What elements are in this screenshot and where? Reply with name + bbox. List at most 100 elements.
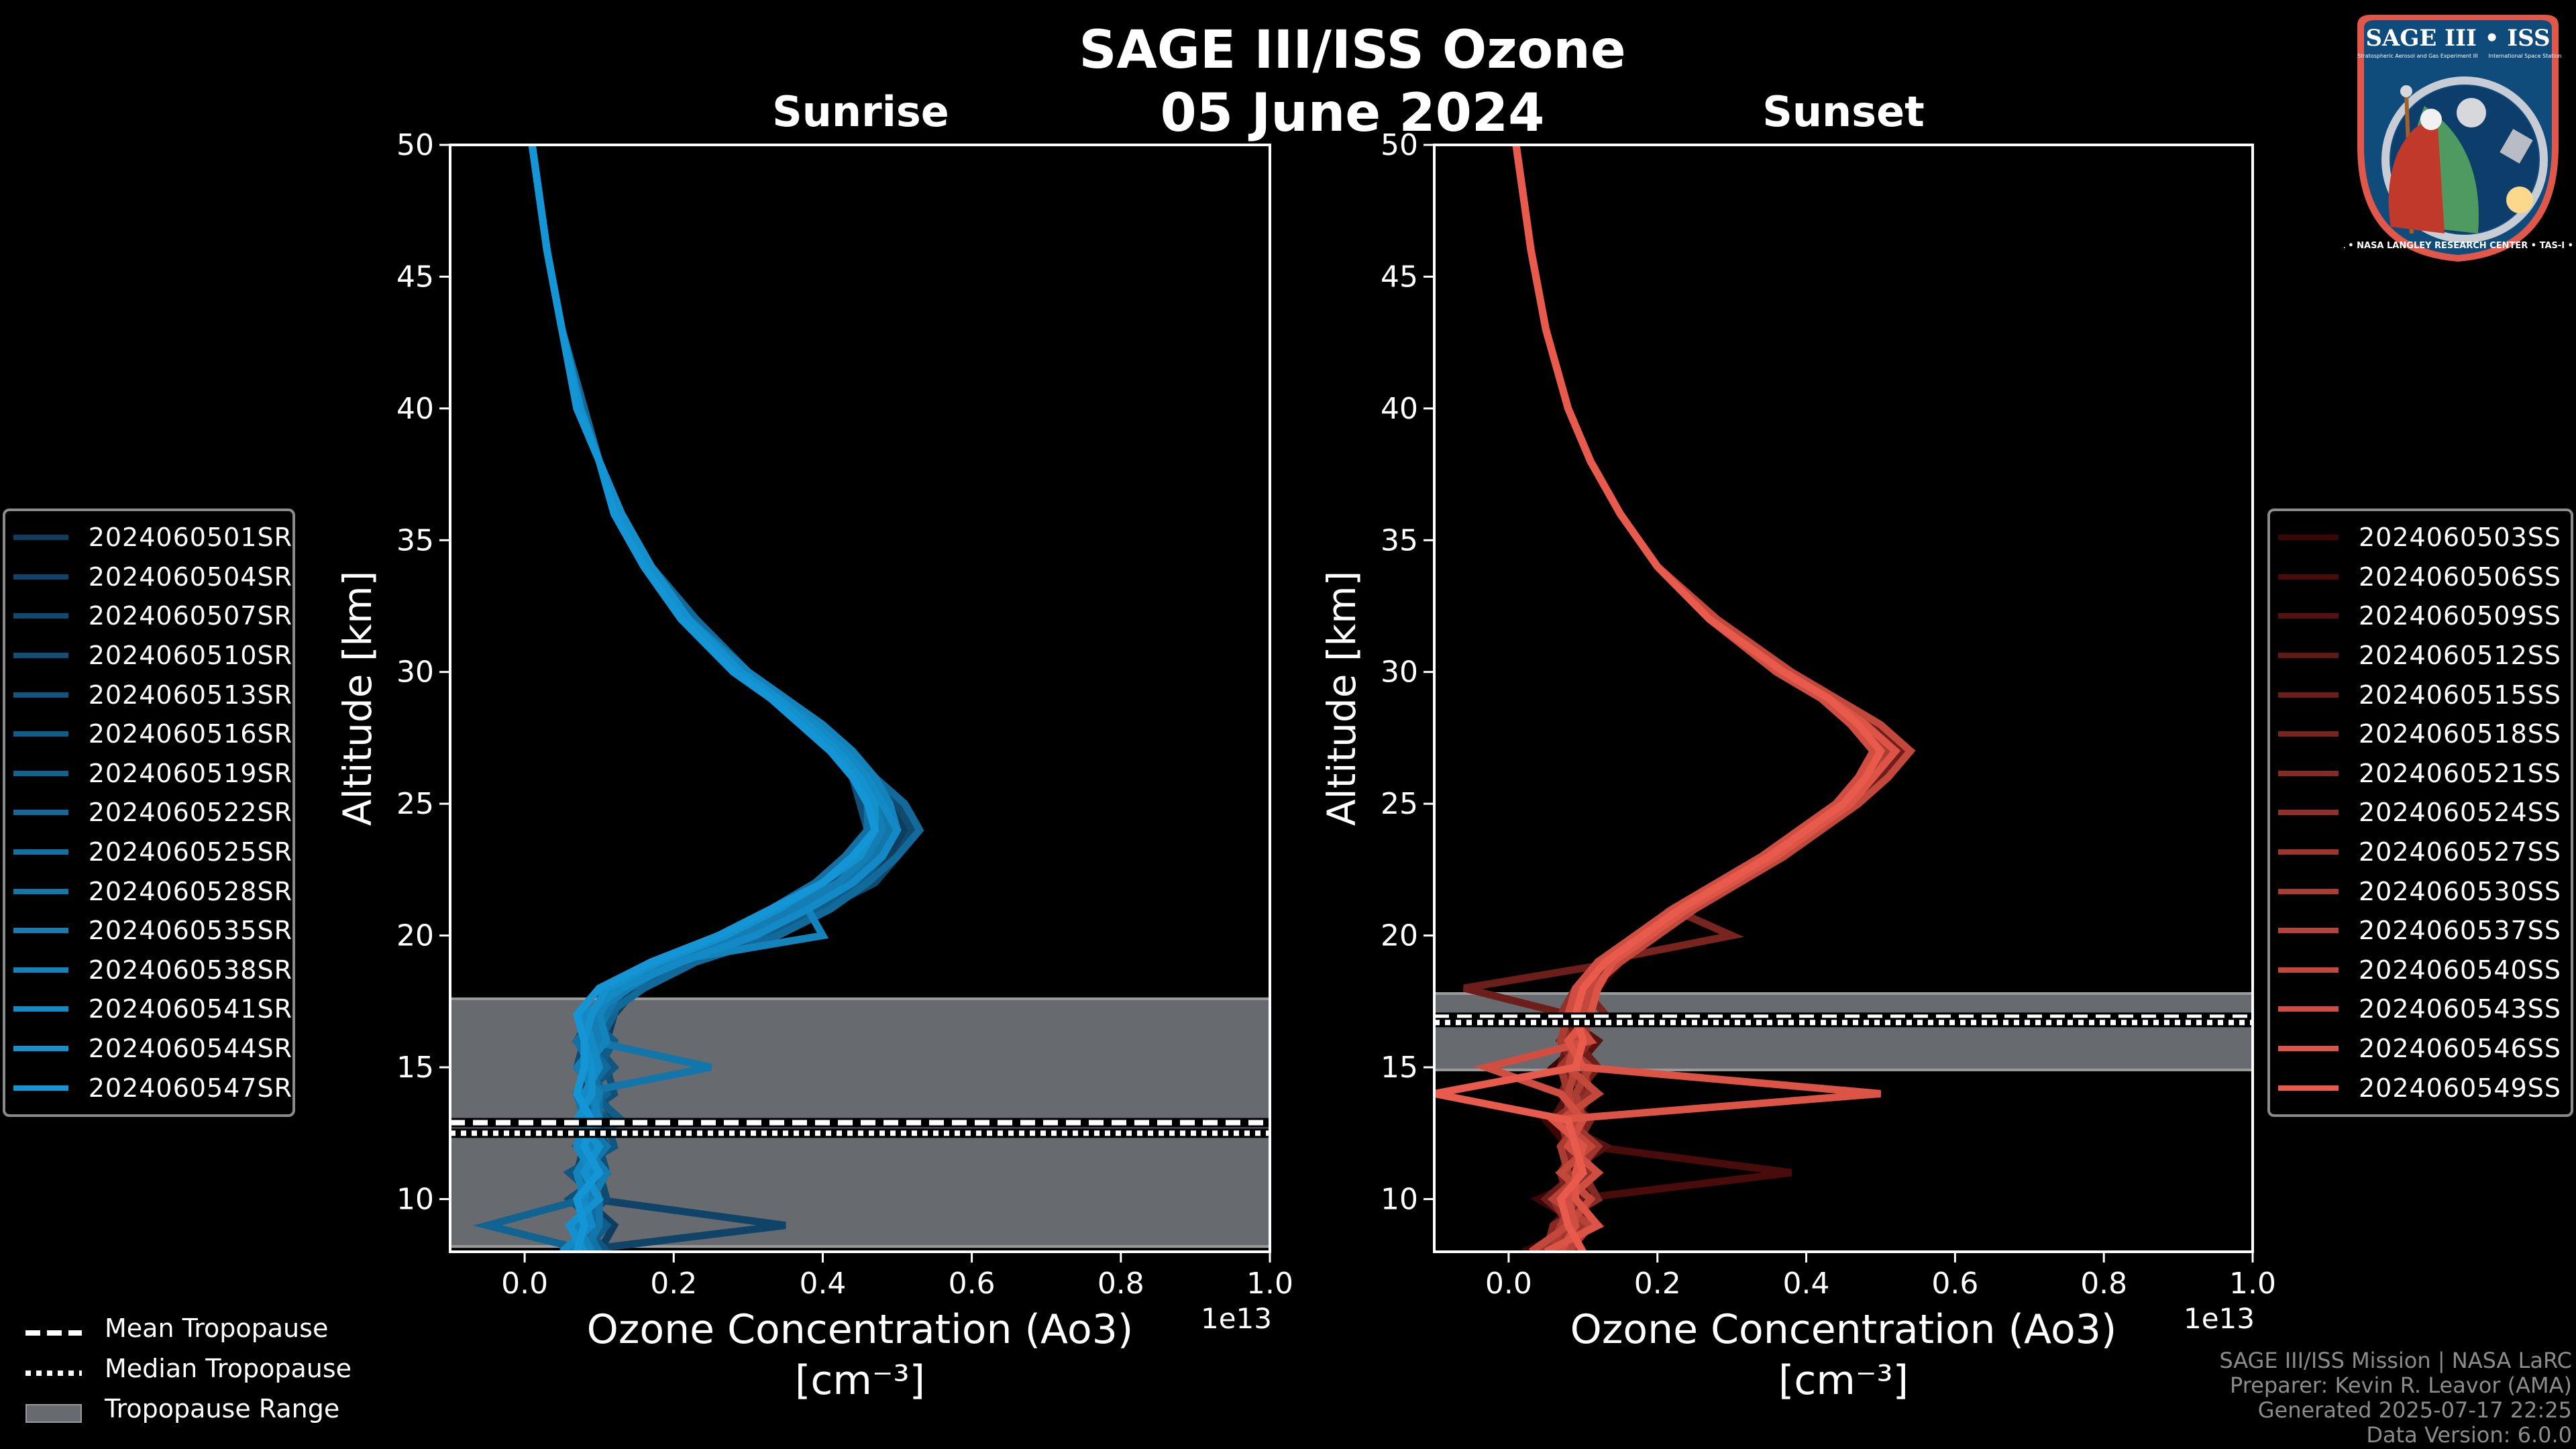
legend-line-swatch	[13, 849, 68, 855]
legend-line-swatch	[13, 535, 68, 541]
legend-label: 2024060506SS	[2359, 561, 2562, 592]
sunset-panel-title: Sunset	[1762, 87, 1925, 136]
sunset-panel: 0.0 0.2 0.4 0.6 0.8 1.0 10 15 20 25 30 35 40 45 50 Ozon…	[1319, 128, 2276, 1404]
y-axis-label: Altitude [km]	[335, 571, 380, 826]
figure-title: SAGE III/ISS Ozone 05 June 2024	[0, 19, 2576, 145]
x-axis-label: Ozone Concentration (Ao3)	[587, 1306, 1134, 1353]
sunrise-legend: 2024060501SR 2024060504SR 2024060507SR 2024…	[3, 508, 295, 1117]
legend-mean-tropopause: Mean Tropopause	[25, 1308, 352, 1348]
y-tick-label: 45	[396, 260, 434, 294]
footer-generated: Generated 2025-07-17 22:25	[2257, 1397, 2572, 1423]
legend-line-swatch	[13, 888, 68, 894]
plot-area	[1434, 145, 2253, 1252]
legend-item: 2024060535SR	[5, 911, 292, 951]
legend-line-swatch	[13, 1085, 68, 1091]
plot-area	[450, 145, 1270, 1252]
x-offset-label: 1e13	[2184, 1302, 2255, 1335]
legend-item: 2024060538SR	[5, 951, 292, 990]
x-tick-label: 0.4	[799, 1267, 846, 1301]
footer-version: Data Version: 6.0.0	[2366, 1422, 2572, 1448]
legend-label: 2024060544SR	[88, 1034, 292, 1064]
legend-line-swatch	[2278, 613, 2339, 619]
legend-line-swatch	[13, 770, 68, 776]
legend-item: 2024060519SR	[5, 754, 292, 794]
legend-item: 2024060549SS	[2270, 1068, 2571, 1108]
axes-frame	[449, 144, 1271, 1253]
legend-label: Tropopause Range	[105, 1394, 340, 1424]
legend-item: 2024060541SR	[5, 989, 292, 1029]
legend-line-swatch	[2278, 1085, 2339, 1091]
y-tick-label: 35	[1381, 523, 1418, 557]
tropopause-range-band	[1434, 992, 2253, 1071]
x-tick-label: 0.4	[1783, 1267, 1830, 1301]
legend-label: 2024060522SR	[88, 798, 292, 828]
legend-item: 2024060528SR	[5, 871, 292, 911]
legend-label: 2024060503SS	[2359, 523, 2562, 553]
legend-item: 2024060547SR	[5, 1068, 292, 1108]
axes-frame	[1433, 144, 2254, 1253]
legend-item: 2024060504SR	[5, 557, 292, 597]
x-offset-label: 1e13	[1201, 1302, 1272, 1335]
legend-label: Median Tropopause	[105, 1354, 352, 1383]
legend-item: 2024060515SS	[2270, 675, 2571, 714]
legend-line-swatch	[2278, 574, 2339, 580]
legend-label: 2024060501SR	[88, 523, 292, 553]
legend-tropopause-range: Tropopause Range	[25, 1389, 352, 1429]
y-tick-label: 15	[396, 1051, 434, 1085]
x-tick-label: 0.0	[1485, 1267, 1532, 1301]
legend-line-swatch	[13, 1046, 68, 1052]
legend-line-swatch	[13, 692, 68, 698]
dotted-line-icon	[25, 1359, 82, 1378]
credits-footer: SAGE III/ISS Mission | NASA LaRC Prepare…	[2219, 1348, 2572, 1448]
y-tick-label: 35	[396, 523, 434, 557]
x-axis-label: Ozone Concentration (Ao3)	[1570, 1306, 2117, 1353]
legend-label: 2024060541SR	[88, 994, 292, 1024]
legend-label: 2024060528SR	[88, 876, 292, 906]
legend-label: 2024060546SS	[2359, 1034, 2562, 1064]
legend-item: 2024060503SS	[2270, 518, 2571, 557]
legend-line-swatch	[2278, 849, 2339, 855]
legend-label: 2024060547SR	[88, 1073, 292, 1103]
legend-line-swatch	[2278, 967, 2339, 973]
legend-item: 2024060516SR	[5, 714, 292, 754]
dashed-line-icon	[25, 1319, 82, 1338]
x-axis-unit: [cm⁻³]	[795, 1357, 925, 1404]
legend-item: 2024060537SS	[2270, 911, 2571, 951]
x-tick-label: 0.8	[2080, 1267, 2127, 1301]
y-tick-label: 30	[1381, 655, 1418, 690]
legend-line-swatch	[2278, 1006, 2339, 1012]
legend-line-swatch	[2278, 653, 2339, 659]
x-tick-label: 1.0	[1246, 1267, 1293, 1301]
legend-line-swatch	[13, 810, 68, 816]
profile-line-2024060549SS	[1434, 145, 1886, 1252]
x-tick-label: 0.0	[501, 1267, 548, 1301]
legend-line-swatch	[13, 731, 68, 737]
legend-line-swatch	[13, 967, 68, 973]
legend-item: 2024060518SS	[2270, 714, 2571, 754]
legend-label: 2024060538SR	[88, 955, 292, 985]
legend-item: 2024060509SS	[2270, 596, 2571, 636]
legend-item: 2024060525SR	[5, 833, 292, 872]
y-tick-label: 15	[1381, 1051, 1418, 1085]
legend-label: 2024060515SS	[2359, 680, 2562, 710]
legend-line-swatch	[13, 574, 68, 580]
x-tick-label: 0.2	[650, 1267, 697, 1301]
y-tick-label: 30	[396, 655, 434, 690]
y-tick-label: 50	[1381, 128, 1418, 162]
legend-item: 2024060506SS	[2270, 557, 2571, 597]
legend-item: 2024060527SS	[2270, 833, 2571, 872]
legend-line-swatch	[2278, 888, 2339, 894]
y-tick-label: 40	[396, 392, 434, 426]
legend-item: 2024060543SS	[2270, 989, 2571, 1029]
legend-label: 2024060543SS	[2359, 994, 2562, 1024]
legend-median-tropopause: Median Tropopause	[25, 1348, 352, 1389]
legend-label: 2024060537SS	[2359, 916, 2562, 946]
footer-mission: SAGE III/ISS Mission | NASA LaRC	[2219, 1348, 2572, 1373]
legend-label: 2024060518SS	[2359, 719, 2562, 749]
sunset-legend: 2024060503SS 2024060506SS 2024060509SS 2024…	[2267, 508, 2573, 1117]
legend-label: 2024060504SR	[88, 561, 292, 592]
title-line-2: 05 June 2024	[1160, 83, 1545, 144]
legend-line-swatch	[13, 1006, 68, 1012]
legend-label: 2024060524SS	[2359, 798, 2562, 828]
